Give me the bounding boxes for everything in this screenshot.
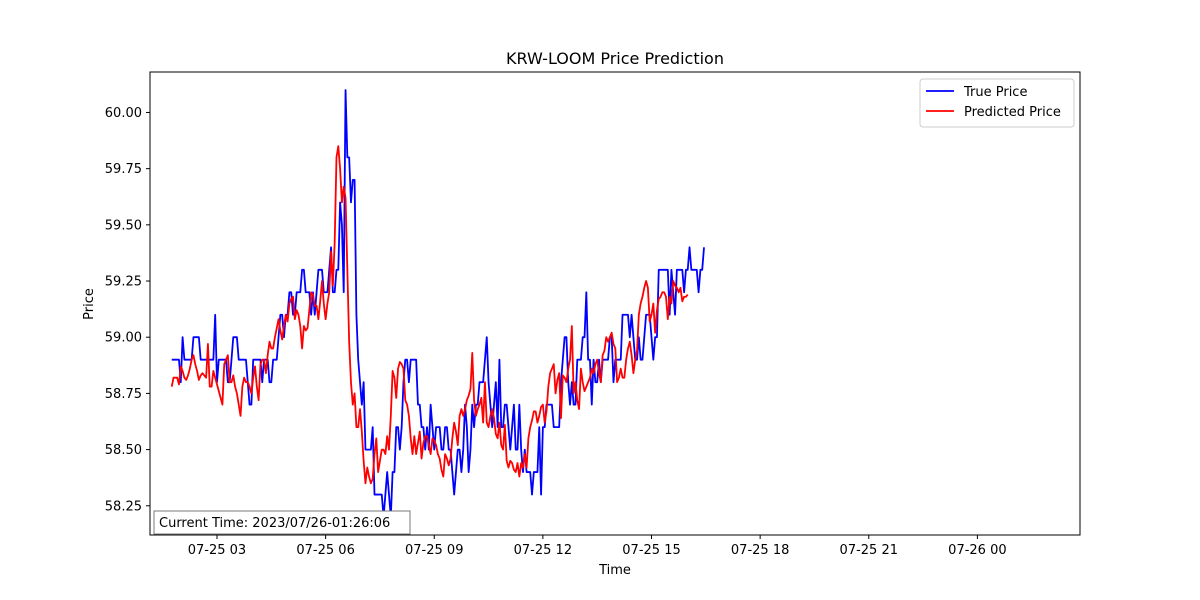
x-tick-label: 07-25 09 <box>405 543 463 558</box>
y-axis-label: Price <box>82 288 97 320</box>
x-axis: 07-25 03 07-25 06 07-25 09 07-25 12 07-25 15… <box>188 535 1007 558</box>
x-tick-label: 07-25 03 <box>188 543 246 558</box>
y-tick-label: 59.75 <box>105 162 142 177</box>
legend: True Price Predicted Price <box>919 78 1075 128</box>
plot-area <box>150 72 1080 535</box>
x-axis-label: Time <box>598 563 631 578</box>
chart-title: KRW-LOOM Price Prediction <box>506 49 724 68</box>
series-lines <box>170 89 705 518</box>
y-tick-label: 60.00 <box>105 106 142 121</box>
y-tick-label: 59.50 <box>105 218 142 233</box>
x-tick-label: 07-25 21 <box>840 543 898 558</box>
y-tick-label: 58.25 <box>105 499 142 514</box>
x-tick-label: 07-25 12 <box>514 543 572 558</box>
x-tick-label: 07-25 06 <box>296 543 354 558</box>
y-tick-label: 58.75 <box>105 387 142 402</box>
y-tick-label: 58.50 <box>105 443 142 458</box>
annotation-box <box>153 510 411 535</box>
y-tick-label: 59.25 <box>105 275 142 290</box>
x-tick-label: 07-25 15 <box>622 543 680 558</box>
current-time-annotation: Current Time: 2023/07/26-01:26:06 <box>153 510 411 535</box>
legend-label-true-price: True Price <box>963 85 1027 100</box>
annotation-text: Current Time: 2023/07/26-01:26:06 <box>159 516 390 531</box>
y-axis: 58.25 58.50 58.75 59.00 59.25 59.50 59.75 60.00 <box>105 106 150 514</box>
x-tick-label: 07-25 18 <box>731 543 789 558</box>
legend-label-predicted-price: Predicted Price <box>964 105 1061 120</box>
x-tick-label: 07-26 00 <box>948 543 1006 558</box>
legend-box <box>919 78 1075 128</box>
y-tick-label: 59.00 <box>105 331 142 346</box>
plot-frame <box>149 71 1081 536</box>
series-line-predicted-price <box>170 145 689 485</box>
